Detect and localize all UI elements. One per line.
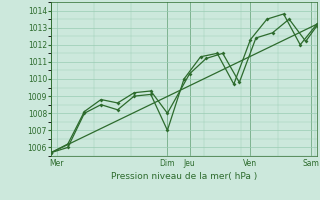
- X-axis label: Pression niveau de la mer( hPa ): Pression niveau de la mer( hPa ): [111, 172, 257, 181]
